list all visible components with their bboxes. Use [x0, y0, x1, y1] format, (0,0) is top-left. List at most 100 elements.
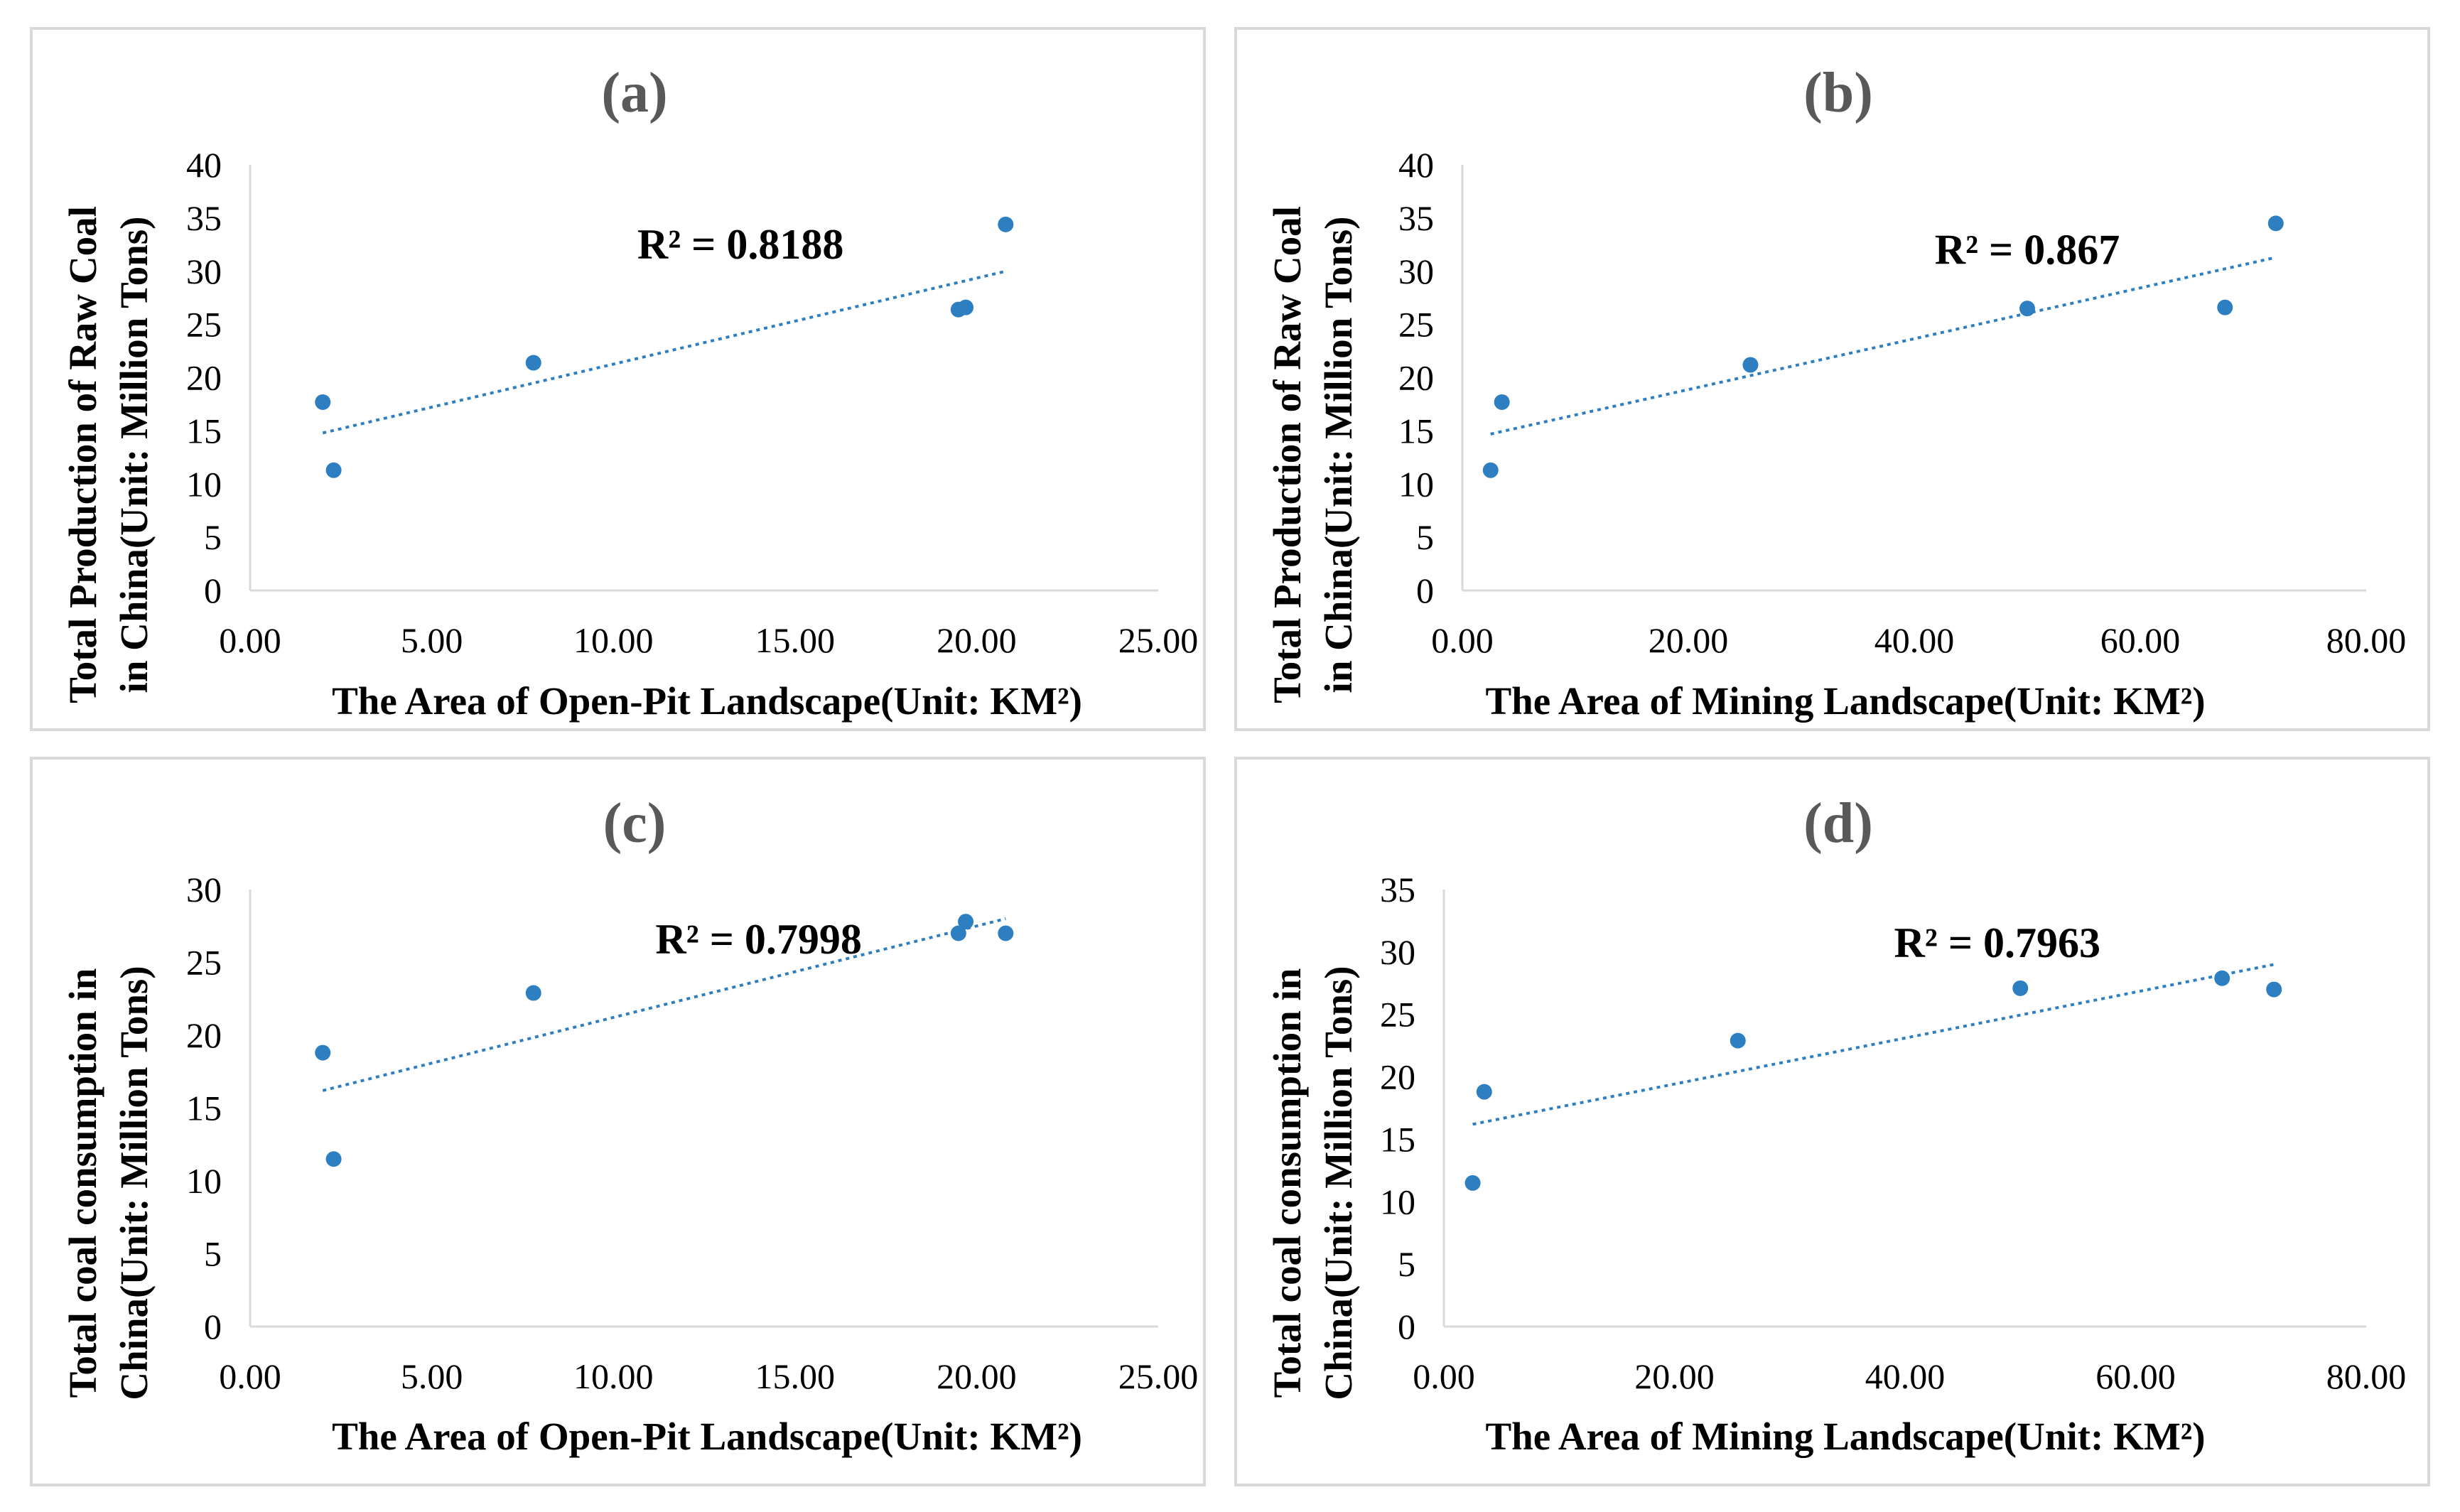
data-point	[2019, 301, 2035, 317]
y-axis-label: Total Production of Raw Coal	[61, 206, 104, 703]
y-tick-label: 10	[1380, 1182, 1415, 1221]
data-point	[525, 355, 541, 371]
x-tick-label: 40.00	[1874, 620, 1955, 660]
data-point	[2214, 970, 2230, 986]
y-tick-label: 30	[186, 870, 222, 909]
x-tick-label: 20.00	[1649, 620, 1729, 660]
data-point	[2266, 981, 2282, 998]
trendline	[1472, 963, 2275, 1126]
y-tick-label: 30	[1398, 252, 1434, 291]
x-tick-label: 60.00	[2095, 1356, 2176, 1396]
y-tick-label: 5	[204, 517, 222, 557]
y-tick-label: 35	[186, 198, 222, 238]
data-point	[1476, 1084, 1492, 1100]
x-tick-label: 0.00	[219, 620, 281, 660]
y-axis-label: Total Production of Raw Coal	[1266, 206, 1309, 703]
data-point	[325, 1151, 342, 1167]
r-squared-label: R² = 0.8188	[637, 221, 844, 268]
x-tick-label: 5.00	[401, 620, 463, 660]
y-tick-label: 30	[1380, 932, 1415, 972]
y-axis-label: Total coal consumption in	[61, 968, 104, 1398]
panel-c: (c) 0 5 10 15 20 25 30 0.00 5.00 10.00 15.00 20.00 25…	[30, 757, 1206, 1486]
y-tick-label: 25	[186, 943, 222, 983]
panel-title: (d)	[1803, 792, 1873, 855]
trendline	[322, 269, 1006, 435]
x-tick-label: 60.00	[2100, 620, 2181, 660]
y-tick-label: 35	[1398, 198, 1434, 238]
r-squared-label: R² = 0.7963	[1894, 919, 2101, 966]
panel-title: (a)	[601, 62, 667, 124]
panel-b: (b) 0 5 10 15 20 25 30 35 40 0.00 20.00 40.00 60.00 80…	[1234, 27, 2430, 731]
x-tick-label: 25.00	[1118, 1356, 1199, 1396]
x-tick-label: 40.00	[1865, 1356, 1946, 1396]
panel-border	[1234, 757, 2430, 1486]
x-tick-label: 25.00	[1118, 620, 1199, 660]
y-axis-label: China(Unit: Million Tons)	[1317, 966, 1360, 1400]
x-tick-label: 0.00	[1431, 620, 1494, 660]
r-squared-label: R² = 0.7998	[655, 916, 862, 963]
y-tick-label: 20	[1380, 1057, 1415, 1097]
r-squared-label: R² = 0.867	[1935, 226, 2120, 273]
y-tick-label: 25	[186, 305, 222, 345]
y-tick-label: 25	[1398, 305, 1434, 345]
x-tick-label: 20.00	[937, 620, 1017, 660]
x-tick-label: 10.00	[573, 1356, 654, 1396]
y-tick-label: 20	[186, 1015, 222, 1055]
y-tick-label: 35	[1380, 870, 1415, 909]
data-point	[525, 985, 541, 1001]
panel-d: (d) 0 5 10 15 20 25 30 35 0.00 20.00 40.00 60.00 80.0…	[1234, 757, 2430, 1486]
panel-a: (a) 0 5 10 15 20 25 30 35 40 0.00 5.00 10.00 15.00 20.…	[30, 27, 1206, 731]
x-axis-label: The Area of Mining Landscape(Unit: KM²)	[1485, 679, 2205, 723]
data-point	[1494, 394, 1510, 410]
panel-border	[1234, 27, 2430, 731]
x-tick-label: 20.00	[937, 1356, 1017, 1396]
data-point	[998, 216, 1014, 232]
data-point	[1730, 1032, 1746, 1049]
data-point	[998, 925, 1014, 941]
y-tick-label: 30	[186, 252, 222, 291]
y-tick-label: 10	[186, 1161, 222, 1201]
x-tick-label: 0.00	[1413, 1356, 1475, 1396]
y-tick-label: 15	[1380, 1119, 1415, 1159]
y-axis-label: Total coal consumption in	[1266, 968, 1309, 1398]
x-tick-label: 5.00	[401, 1356, 463, 1396]
data-point	[2267, 215, 2284, 232]
y-tick-label: 0	[204, 571, 222, 610]
y-tick-label: 0	[204, 1307, 222, 1346]
data-point	[325, 462, 342, 478]
panel-border	[30, 27, 1206, 731]
y-tick-label: 0	[1398, 1307, 1415, 1346]
y-tick-label: 15	[186, 411, 222, 450]
trendline	[1490, 256, 2277, 436]
data-point	[2217, 299, 2233, 315]
x-tick-label: 0.00	[219, 1356, 281, 1396]
y-tick-label: 5	[204, 1234, 222, 1274]
x-tick-label: 15.00	[755, 1356, 836, 1396]
x-tick-label: 10.00	[573, 620, 654, 660]
x-axis-label: The Area of Open-Pit Landscape(Unit: KM²…	[332, 1415, 1082, 1458]
y-tick-label: 40	[186, 145, 222, 185]
y-axis-label: in China(Unit: Million Tons)	[112, 217, 156, 693]
y-tick-label: 40	[1398, 145, 1434, 185]
data-point	[1742, 357, 1759, 373]
data-point	[950, 925, 966, 941]
x-tick-label: 20.00	[1634, 1356, 1715, 1396]
y-tick-label: 20	[1398, 358, 1434, 398]
data-point	[1482, 462, 1499, 478]
y-tick-label: 10	[1398, 464, 1434, 504]
panel-border	[30, 757, 1206, 1486]
x-tick-label: 80.00	[2326, 620, 2407, 660]
trendline	[322, 917, 1006, 1092]
y-tick-label: 20	[186, 358, 222, 398]
y-tick-label: 10	[186, 464, 222, 504]
data-point	[958, 914, 974, 930]
data-point	[1464, 1174, 1481, 1191]
y-axis-label: in China(Unit: Million Tons)	[1317, 217, 1360, 693]
y-tick-label: 15	[186, 1089, 222, 1128]
x-tick-label: 15.00	[755, 620, 836, 660]
x-axis-label: The Area of Open-Pit Landscape(Unit: KM²…	[332, 679, 1082, 723]
y-tick-label: 15	[1398, 411, 1434, 450]
y-tick-label: 5	[1398, 1244, 1415, 1284]
y-axis-label: China(Unit: Million Tons)	[112, 966, 156, 1400]
